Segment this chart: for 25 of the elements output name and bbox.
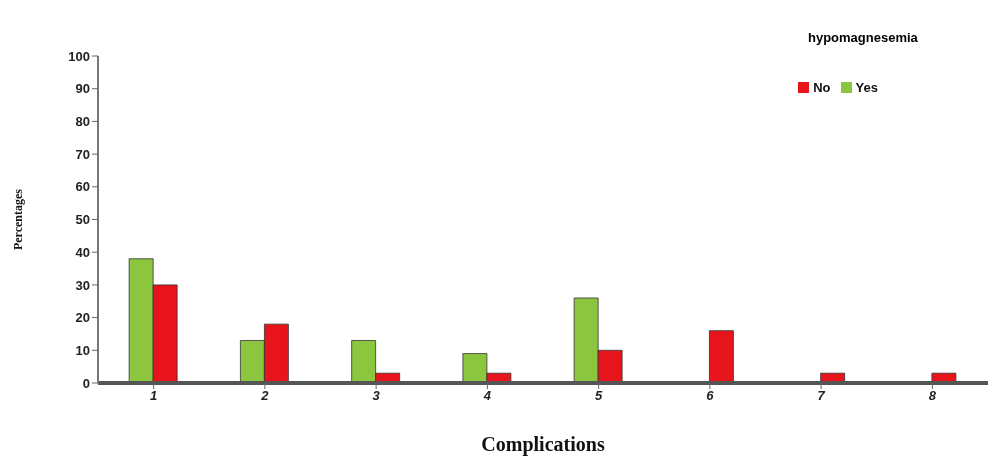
x-tick-label: 1 (150, 388, 158, 404)
x-tick-label: 5 (595, 388, 604, 404)
y-tick-label: 80 (75, 114, 90, 130)
x-tick-label: 7 (817, 388, 826, 404)
y-tick-label: 50 (75, 212, 90, 228)
y-tick-label: 20 (75, 310, 90, 326)
bar (709, 330, 734, 383)
y-tick-label: 70 (75, 146, 90, 162)
y-tick-label: 100 (68, 48, 90, 64)
y-tick-label: 40 (75, 244, 90, 260)
y-tick-label: 60 (75, 179, 90, 195)
y-tick-label: 0 (82, 375, 90, 391)
legend-label: No (813, 80, 831, 95)
x-tick-label: 6 (706, 388, 715, 404)
y-tick-label: 10 (75, 342, 90, 358)
x-tick-label: 4 (482, 388, 492, 404)
x-tick-label: 3 (372, 388, 381, 404)
chart-title: hypomagnesemia (808, 30, 918, 45)
y-axis-title: Percentages (11, 188, 26, 251)
y-tick-label: 90 (75, 81, 90, 97)
x-axis-title: Complications (481, 433, 605, 456)
legend-label: Yes (855, 80, 878, 95)
y-tick-label: 30 (75, 277, 90, 293)
x-tick-label: 2 (260, 388, 270, 404)
x-tick-label: 8 (928, 388, 937, 404)
